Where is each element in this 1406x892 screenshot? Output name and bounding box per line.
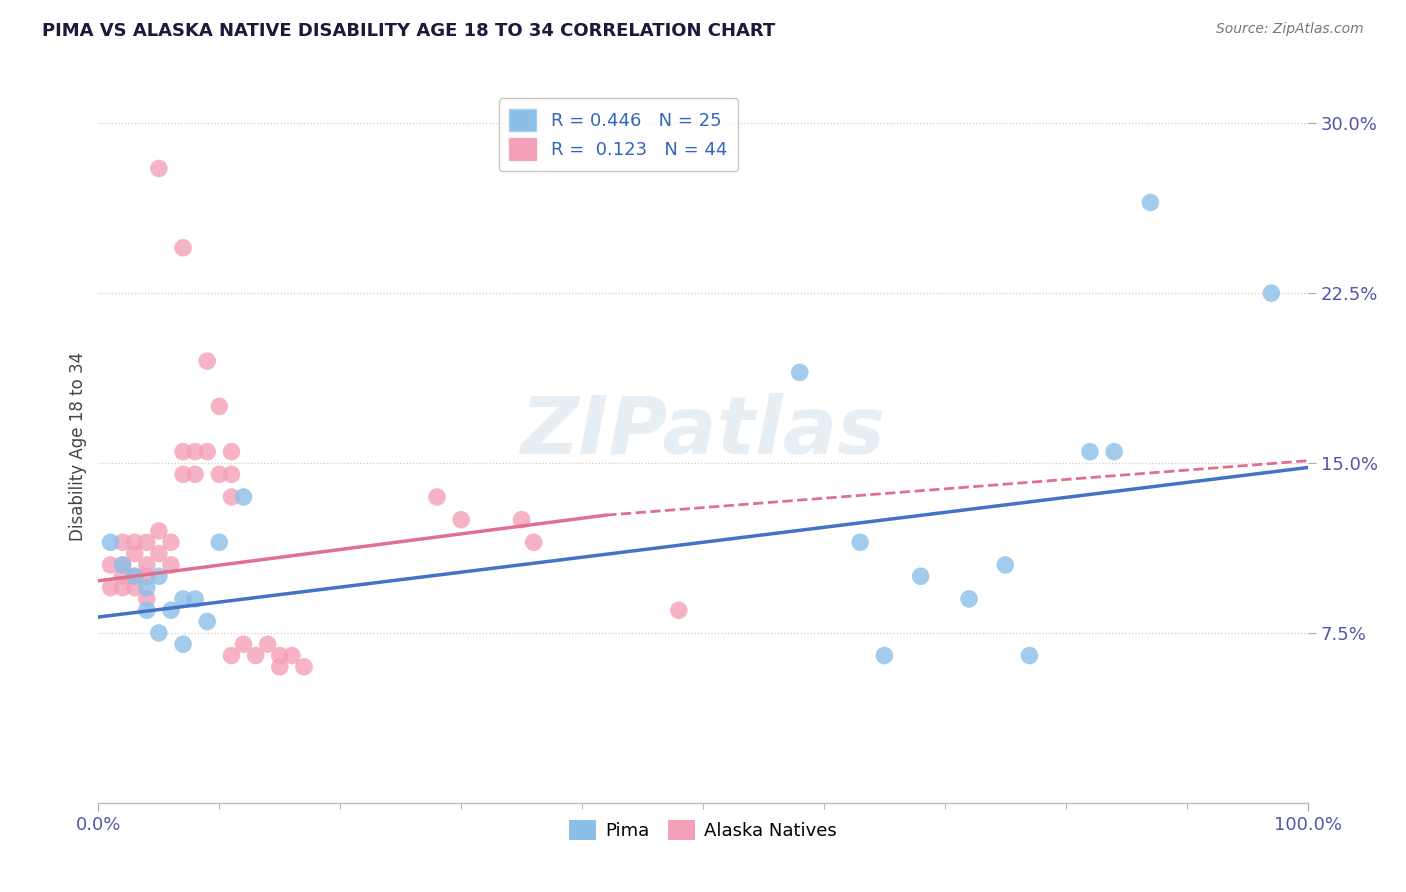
- Point: [221, 467, 243, 482]
- Point: [873, 648, 896, 663]
- Text: PIMA VS ALASKA NATIVE DISABILITY AGE 18 TO 34 CORRELATION CHART: PIMA VS ALASKA NATIVE DISABILITY AGE 18 …: [42, 22, 776, 40]
- Point: [124, 569, 146, 583]
- Point: [111, 558, 134, 572]
- Point: [668, 603, 690, 617]
- Point: [160, 558, 183, 572]
- Point: [1018, 648, 1040, 663]
- Point: [111, 569, 134, 583]
- Y-axis label: Disability Age 18 to 34: Disability Age 18 to 34: [69, 351, 87, 541]
- Point: [221, 648, 243, 663]
- Point: [1260, 286, 1282, 301]
- Point: [208, 535, 231, 549]
- Point: [135, 581, 157, 595]
- Point: [124, 569, 146, 583]
- Point: [221, 490, 243, 504]
- Point: [124, 547, 146, 561]
- Point: [172, 467, 194, 482]
- Point: [523, 535, 546, 549]
- Point: [849, 535, 872, 549]
- Point: [269, 648, 291, 663]
- Point: [172, 591, 194, 606]
- Point: [124, 581, 146, 595]
- Point: [232, 490, 254, 504]
- Point: [148, 524, 170, 538]
- Point: [1102, 444, 1125, 458]
- Point: [100, 581, 122, 595]
- Point: [450, 513, 472, 527]
- Point: [184, 444, 207, 458]
- Point: [426, 490, 449, 504]
- Point: [124, 535, 146, 549]
- Point: [994, 558, 1017, 572]
- Point: [245, 648, 267, 663]
- Point: [195, 354, 218, 368]
- Point: [232, 637, 254, 651]
- Point: [135, 569, 157, 583]
- Point: [135, 603, 157, 617]
- Point: [1078, 444, 1101, 458]
- Point: [195, 444, 218, 458]
- Point: [111, 535, 134, 549]
- Point: [148, 626, 170, 640]
- Point: [111, 558, 134, 572]
- Point: [172, 637, 194, 651]
- Point: [148, 569, 170, 583]
- Point: [160, 603, 183, 617]
- Text: Source: ZipAtlas.com: Source: ZipAtlas.com: [1216, 22, 1364, 37]
- Point: [172, 241, 194, 255]
- Point: [135, 535, 157, 549]
- Point: [208, 400, 231, 414]
- Point: [100, 558, 122, 572]
- Text: ZIPatlas: ZIPatlas: [520, 392, 886, 471]
- Legend: Pima, Alaska Natives: Pima, Alaska Natives: [562, 813, 844, 847]
- Point: [111, 581, 134, 595]
- Point: [148, 161, 170, 176]
- Point: [510, 513, 533, 527]
- Point: [256, 637, 278, 651]
- Point: [910, 569, 932, 583]
- Point: [135, 558, 157, 572]
- Point: [269, 660, 291, 674]
- Point: [148, 547, 170, 561]
- Point: [184, 467, 207, 482]
- Point: [100, 535, 122, 549]
- Point: [1139, 195, 1161, 210]
- Point: [160, 535, 183, 549]
- Point: [957, 591, 980, 606]
- Point: [208, 467, 231, 482]
- Point: [789, 365, 811, 379]
- Point: [281, 648, 304, 663]
- Point: [135, 591, 157, 606]
- Point: [172, 444, 194, 458]
- Point: [184, 591, 207, 606]
- Point: [221, 444, 243, 458]
- Point: [292, 660, 315, 674]
- Point: [195, 615, 218, 629]
